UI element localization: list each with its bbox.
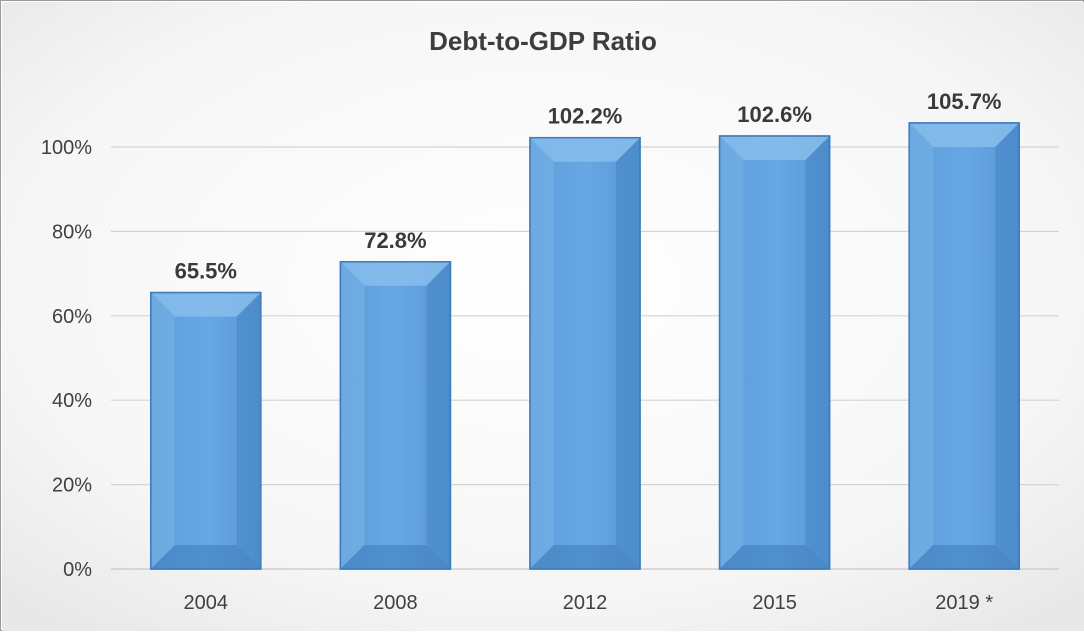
bar-bevel-left <box>530 137 554 569</box>
bar-outline <box>339 261 452 570</box>
y-tick-label: 20% <box>52 475 92 497</box>
bar-bevel-top <box>340 261 451 286</box>
x-tick-label: 2012 <box>563 592 608 614</box>
bar <box>150 291 262 570</box>
data-label: 102.6% <box>737 102 812 127</box>
bar-bevel-bottom <box>909 545 1020 569</box>
data-label: 102.2% <box>548 104 623 129</box>
data-label: 65.5% <box>175 259 237 284</box>
y-tick-label: 60% <box>52 306 92 328</box>
bar-bevel-right <box>616 137 640 569</box>
chart-title: Debt-to-GDP Ratio <box>429 26 657 56</box>
x-tick-label: 2019 * <box>935 592 993 614</box>
bar-bevel-bottom <box>719 545 830 569</box>
y-tick-label: 40% <box>52 390 92 412</box>
bar-bevel-left <box>719 136 744 569</box>
x-tick-label: 2008 <box>373 592 418 614</box>
bar-bevel-left <box>909 122 934 570</box>
data-label: 72.8% <box>364 228 426 253</box>
bar-bevel-top <box>909 122 1020 147</box>
bar-bevel-right <box>426 261 451 569</box>
bar-bevel-left <box>340 261 365 569</box>
bar-bevel-right <box>995 122 1020 570</box>
bar-bevel-right <box>236 292 261 569</box>
bar-bevel-bottom <box>530 545 640 569</box>
bar-outline <box>529 136 641 570</box>
y-tick-label: 100% <box>41 137 92 159</box>
y-tick-label: 80% <box>52 221 92 243</box>
bar-bevel-top <box>530 137 640 162</box>
bar-bevel-top <box>150 292 261 317</box>
bar-bevel-top <box>719 136 830 161</box>
bar-bevel-bottom <box>340 545 451 569</box>
bars <box>150 122 1020 570</box>
bar-bevel-left <box>150 292 175 569</box>
y-axis-tick-labels: 0% 20% 40% 60% 80% 100% <box>41 137 92 581</box>
bar-bevel-right <box>805 136 830 569</box>
bar <box>908 122 1020 570</box>
bar-bevel-bottom <box>150 545 261 569</box>
data-label: 105.7% <box>927 89 1002 114</box>
x-tick-label: 2015 <box>752 592 797 614</box>
bar <box>529 136 641 570</box>
bar-outline <box>718 135 831 570</box>
data-labels: 65.5% 72.8% 102.2% 102.6% 105.7% <box>175 89 1002 284</box>
bar-outline <box>908 122 1020 570</box>
bar-outline <box>150 291 262 570</box>
bar <box>718 135 831 570</box>
bar <box>339 261 452 570</box>
x-tick-label: 2004 <box>184 592 229 614</box>
x-axis-tick-labels: 2004 2008 2012 2015 2019 * <box>184 592 994 614</box>
y-tick-label: 0% <box>63 559 92 581</box>
